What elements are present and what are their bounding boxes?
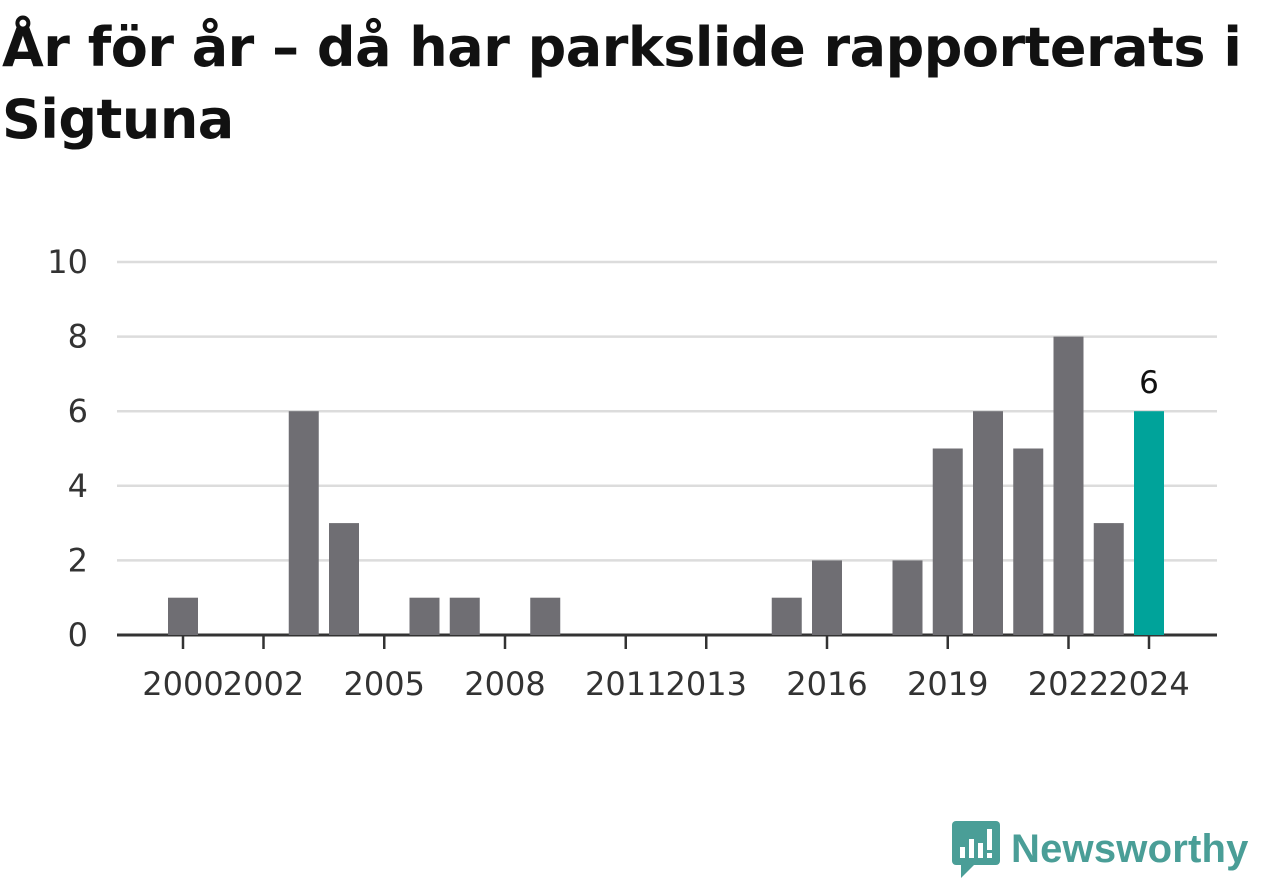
x-tick-label: 2024 — [1108, 665, 1189, 703]
x-tick-label: 2002 — [223, 665, 304, 703]
bar-2016 — [812, 560, 842, 635]
data-labels: 6 — [1139, 365, 1159, 401]
bar-2019 — [933, 449, 963, 636]
y-axis-ticks: 0 2 4 6 8 10 — [47, 243, 88, 654]
y-tick-label: 6 — [68, 392, 88, 430]
y-tick-label: 10 — [47, 243, 88, 281]
bar-2009 — [530, 598, 560, 635]
x-tick-label: 2005 — [344, 665, 425, 703]
bar-2003 — [289, 411, 319, 635]
x-tick-label: 2016 — [786, 665, 867, 703]
x-tick-label: 2019 — [907, 665, 988, 703]
y-tick-label: 0 — [68, 616, 88, 654]
bar-chart-speech-bubble-icon — [951, 819, 1001, 879]
bar-value-label: 6 — [1139, 365, 1159, 401]
bar-2023 — [1094, 523, 1124, 635]
bar-2000 — [168, 598, 198, 635]
bar-2020 — [973, 411, 1003, 635]
grid-lines — [117, 262, 1217, 635]
y-tick-label: 8 — [68, 318, 88, 356]
bar-2018 — [893, 560, 923, 635]
x-tick-label: 2008 — [464, 665, 545, 703]
brand-logo: Newsworthy — [951, 818, 1249, 880]
bar-2006 — [410, 598, 440, 635]
x-axis-ticks: 2000 2002 2005 2008 2011 2013 2016 2019 2022 2024 — [142, 635, 1189, 703]
y-tick-label: 2 — [68, 541, 88, 579]
bar-2015 — [772, 598, 802, 635]
brand-name: Newsworthy — [1011, 827, 1249, 872]
bar-2007 — [450, 598, 480, 635]
x-tick-label: 2022 — [1028, 665, 1109, 703]
x-tick-label: 2013 — [666, 665, 747, 703]
x-tick-label: 2000 — [142, 665, 223, 703]
bar-2022 — [1054, 337, 1084, 635]
bar-2024 — [1134, 411, 1164, 635]
y-tick-label: 4 — [68, 467, 88, 505]
bar-2004 — [329, 523, 359, 635]
bar-2021 — [1013, 449, 1043, 636]
x-tick-label: 2011 — [585, 665, 666, 703]
